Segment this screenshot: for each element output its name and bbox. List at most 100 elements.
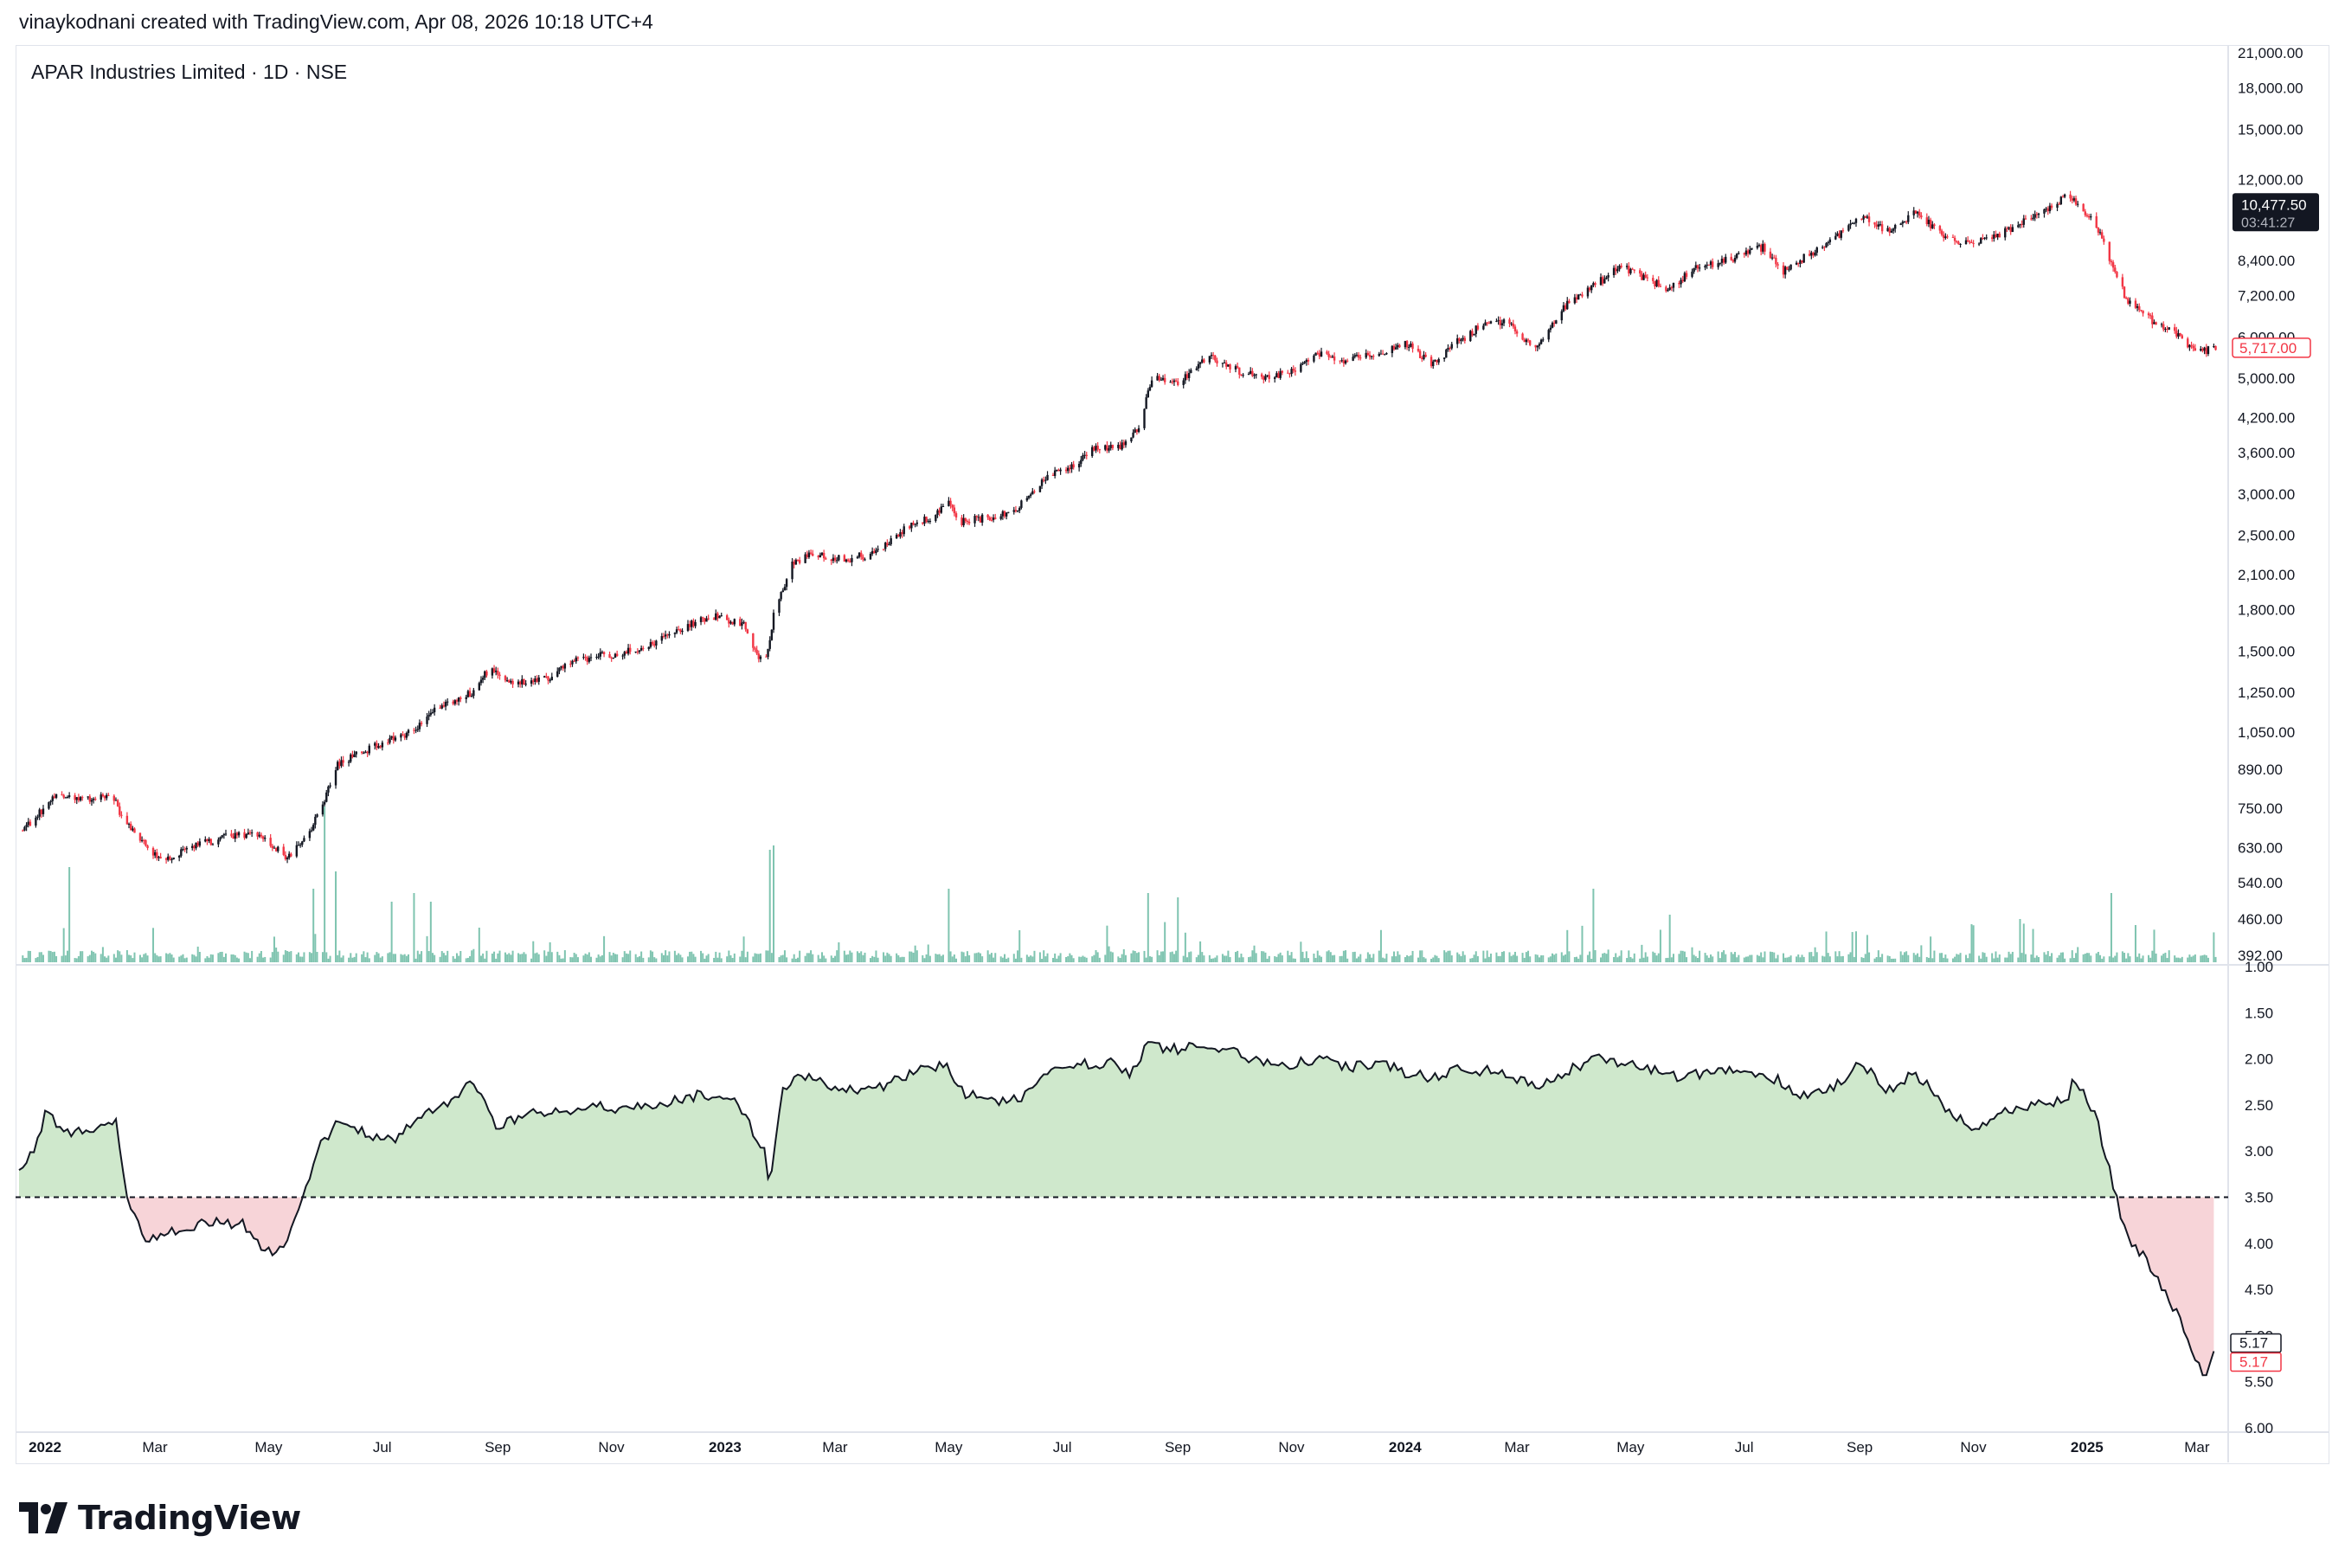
- volume-bar: [1025, 954, 1028, 962]
- candle: [112, 794, 116, 805]
- tradingview-logo[interactable]: TradingView: [19, 1495, 301, 1540]
- x-axis-tick-label: 2022: [29, 1439, 61, 1456]
- candle: [1744, 247, 1748, 257]
- volume-bar: [523, 952, 525, 962]
- volume-bar: [716, 957, 719, 962]
- candle: [655, 639, 658, 650]
- candle: [1756, 242, 1759, 250]
- candle: [316, 813, 318, 818]
- candle: [1240, 374, 1243, 376]
- candle: [1667, 288, 1669, 292]
- candle: [612, 657, 615, 659]
- volume-bar: [1160, 951, 1162, 962]
- candle: [286, 856, 289, 864]
- candle: [1392, 344, 1396, 351]
- volume-bar: [1730, 952, 1732, 962]
- volume-bar: [1355, 958, 1358, 962]
- volume-bar: [1331, 955, 1333, 962]
- candle: [679, 628, 682, 634]
- volume-bar: [2097, 951, 2099, 962]
- volume-bar: [521, 954, 524, 962]
- volume-bar: [1667, 957, 1669, 962]
- volume-bar: [472, 948, 475, 962]
- volume-bar: [927, 944, 929, 962]
- candle: [869, 551, 872, 560]
- volume-bar: [1417, 957, 1420, 962]
- volume-bar: [1057, 955, 1060, 962]
- volume-bar: [603, 935, 606, 962]
- candle: [1618, 264, 1621, 272]
- candle: [232, 832, 234, 839]
- volume-bar: [1616, 957, 1619, 962]
- candle: [1432, 359, 1435, 370]
- candle: [1757, 243, 1761, 247]
- candle: [1980, 236, 1982, 244]
- candle: [1214, 355, 1217, 363]
- candle: [325, 789, 328, 803]
- candle: [562, 665, 564, 672]
- candle: [563, 662, 567, 672]
- candle: [2124, 296, 2128, 299]
- volume-bar: [733, 953, 736, 962]
- volume-bar: [1041, 959, 1044, 962]
- price-axis-tick-label: 5,000.00: [2238, 370, 2295, 387]
- volume-bar: [1225, 955, 1228, 962]
- candle: [2153, 319, 2155, 325]
- candle: [1434, 359, 1436, 363]
- candle: [1731, 259, 1735, 263]
- volume-bar: [256, 956, 259, 962]
- candle: [2179, 332, 2181, 337]
- candle: [1059, 467, 1062, 475]
- candle: [1287, 370, 1289, 374]
- candle: [504, 674, 507, 683]
- volume-bar: [741, 950, 743, 962]
- candle: [1255, 373, 1257, 379]
- candle: [1599, 273, 1603, 286]
- candle: [1711, 258, 1714, 270]
- candle: [414, 726, 417, 734]
- volume-bar: [689, 951, 691, 962]
- volume-bar: [676, 954, 678, 962]
- volume-bar: [1639, 958, 1642, 962]
- volume-bar: [1540, 955, 1543, 962]
- volume-bar: [145, 953, 147, 962]
- volume-bar: [1012, 954, 1015, 962]
- candle: [1456, 334, 1459, 349]
- volume-bar: [534, 953, 536, 962]
- candle: [2017, 221, 2020, 228]
- candle: [928, 518, 932, 524]
- candle: [1445, 348, 1448, 358]
- volume-bar: [1059, 953, 1062, 962]
- candle: [589, 653, 593, 662]
- volume-bar: [757, 954, 760, 962]
- candle: [2190, 341, 2193, 350]
- candles: [22, 190, 2217, 864]
- candle: [534, 675, 536, 685]
- candle: [560, 665, 562, 671]
- volume-bar: [172, 957, 175, 962]
- chart-canvas[interactable]: 21,000.0018,000.0015,000.0012,000.008,40…: [0, 0, 2345, 1471]
- candle: [599, 648, 601, 660]
- volume-bar: [1646, 956, 1648, 962]
- volume-bar: [2056, 957, 2059, 962]
- x-axis-tick-label: Sep: [1165, 1439, 1191, 1456]
- volume-bar: [221, 951, 223, 962]
- candle: [1759, 243, 1763, 255]
- candle: [1698, 264, 1701, 272]
- volume-bar: [1067, 956, 1070, 962]
- candle: [1366, 350, 1370, 357]
- candle: [2004, 226, 2007, 241]
- candle: [195, 842, 197, 851]
- volume-bar: [112, 954, 115, 962]
- candle: [1751, 247, 1753, 250]
- volume-bar: [860, 951, 863, 962]
- candle: [1828, 237, 1832, 246]
- symbol-title[interactable]: APAR Industries Limited · 1D · NSE: [31, 61, 348, 83]
- volume-bar: [653, 957, 656, 962]
- candle: [1789, 264, 1792, 271]
- volume-bar: [949, 951, 952, 962]
- volume-bar: [742, 936, 745, 962]
- volume-bar: [1564, 954, 1567, 962]
- candle: [274, 847, 278, 852]
- candle: [444, 699, 447, 710]
